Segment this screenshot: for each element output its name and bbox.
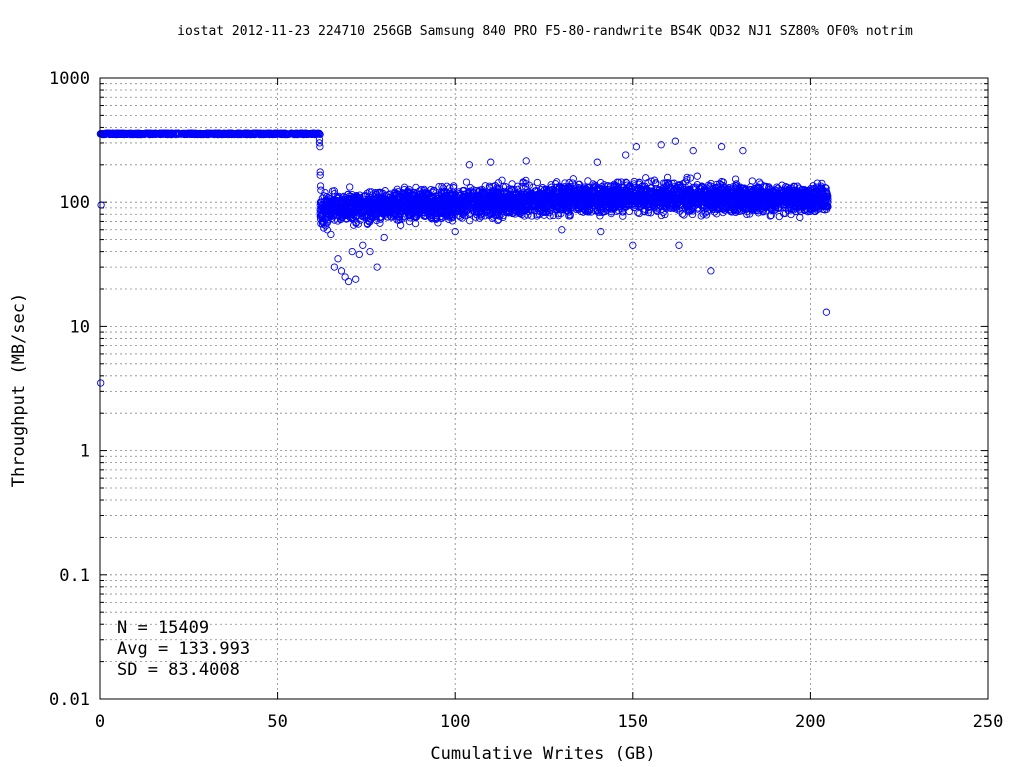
data-point (642, 174, 650, 182)
data-point (804, 206, 812, 214)
data-point (775, 212, 783, 221)
data-point (126, 130, 134, 139)
data-point (314, 130, 322, 138)
data-point (462, 178, 471, 186)
data-point (617, 178, 625, 186)
data-point (635, 209, 643, 218)
data-point (272, 129, 280, 138)
data-point (796, 213, 804, 222)
data-point (199, 130, 207, 138)
data-points (96, 129, 832, 387)
data-point (203, 130, 211, 139)
chart-title: iostat 2012-11-23 224710 256GB Samsung 8… (177, 24, 913, 39)
data-point (215, 129, 224, 137)
data-point (245, 129, 253, 138)
data-point (187, 129, 195, 137)
data-point (665, 179, 673, 188)
data-point (263, 130, 272, 138)
data-point (195, 130, 203, 138)
data-point (171, 129, 180, 137)
data-point (191, 130, 199, 138)
grid-lines (100, 78, 988, 699)
data-point (533, 178, 542, 187)
data-point (202, 130, 210, 138)
data-point (264, 129, 272, 137)
data-point (432, 215, 440, 224)
data-point (623, 181, 631, 189)
data-point (381, 187, 389, 195)
data-point (284, 130, 292, 138)
data-point (686, 174, 695, 182)
data-point (154, 130, 163, 138)
data-point (109, 129, 117, 137)
data-point (156, 129, 164, 137)
data-point (790, 183, 799, 191)
data-point (304, 130, 312, 139)
data-point (239, 130, 247, 138)
data-point (250, 130, 258, 139)
data-point (489, 182, 497, 191)
data-point (137, 130, 145, 139)
data-point (235, 130, 243, 139)
data-point (113, 129, 121, 137)
data-point (659, 179, 668, 187)
data-point (569, 175, 577, 183)
data-point (226, 130, 234, 138)
data-point (100, 130, 109, 138)
data-point (96, 130, 105, 138)
data-point (234, 129, 242, 137)
data-point (731, 175, 740, 183)
data-point (183, 130, 191, 139)
data-point (283, 130, 291, 139)
data-point (433, 214, 441, 223)
data-point (167, 130, 175, 139)
data-point (797, 207, 805, 216)
data-point (161, 129, 170, 138)
data-point (279, 129, 287, 137)
data-point (150, 129, 158, 138)
data-point (164, 129, 172, 137)
data-point (597, 178, 605, 187)
data-point (207, 130, 215, 138)
data-point (553, 178, 561, 186)
data-point (405, 217, 414, 226)
data-point (683, 173, 691, 182)
data-point (268, 130, 277, 139)
data-point (267, 129, 275, 138)
data-point (125, 129, 133, 138)
data-point (316, 130, 324, 139)
data-point (286, 130, 294, 138)
data-point (187, 130, 196, 138)
data-point (104, 130, 112, 138)
data-point (120, 130, 129, 138)
data-point (293, 129, 302, 138)
data-point (755, 178, 763, 186)
